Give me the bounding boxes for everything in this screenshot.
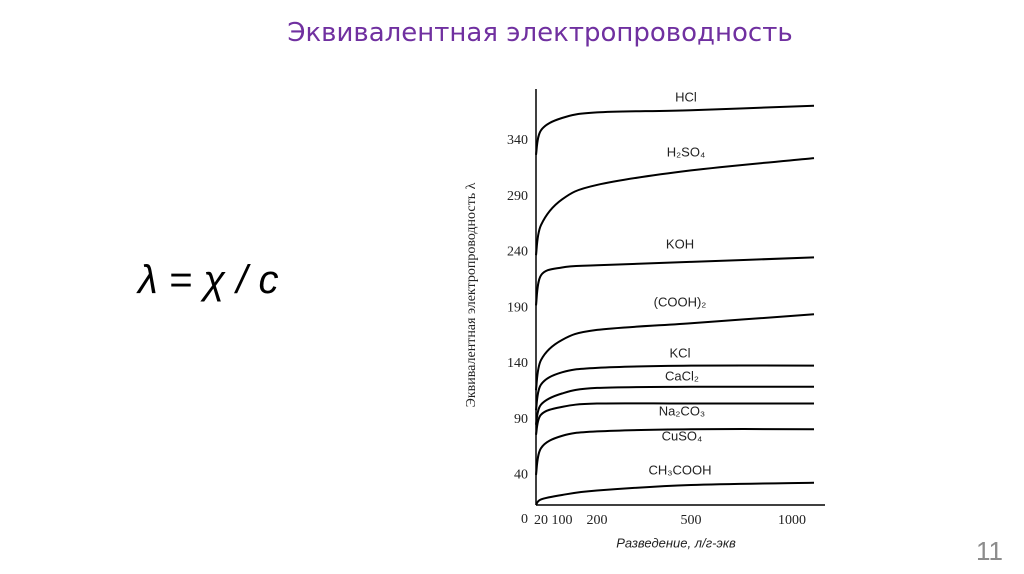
series-line — [535, 481, 815, 506]
x-tick-label: 20 — [534, 513, 548, 528]
x-tick-label: 500 — [681, 513, 702, 528]
series-line — [535, 104, 815, 156]
series-line — [535, 402, 814, 436]
y-axis-label: Эквивалентная электропроводность λ — [464, 182, 479, 407]
page-number: 11 — [976, 536, 1003, 566]
y-tick-label: 0 — [521, 512, 528, 527]
series-line — [535, 364, 815, 411]
series-line — [535, 313, 815, 391]
series-label: Na₂CO₃ — [659, 403, 705, 418]
series-line — [535, 256, 815, 306]
x-axis-label: Разведение, л/г-экв — [616, 535, 736, 550]
y-tick-label: 240 — [507, 245, 528, 260]
series-label: CuSO₄ — [662, 428, 703, 443]
x-tick-label: 1000 — [778, 513, 806, 528]
x-tick-label: 200 — [587, 513, 608, 528]
y-tick-label: 290 — [507, 189, 528, 204]
series-label: KCl — [670, 345, 691, 360]
series-label: (COOH)₂ — [654, 294, 707, 309]
series-label: H₂SO₄ — [667, 144, 706, 159]
y-tick-label: 190 — [507, 300, 528, 315]
y-tick-label: 40 — [514, 468, 528, 483]
x-tick-label: 100 — [552, 513, 573, 528]
slide-title: Эквивалентная электропроводность — [287, 18, 793, 48]
series-line — [535, 428, 815, 476]
series-label: HCl — [675, 89, 697, 104]
series-line — [535, 385, 815, 425]
y-tick-label: 340 — [507, 133, 528, 148]
series-label: CaCl₂ — [665, 368, 699, 383]
series-label: CH₃COOH — [648, 462, 711, 477]
series-label: KOH — [666, 236, 694, 251]
formula: λ = χ / c — [138, 258, 279, 302]
y-tick-label: 140 — [507, 356, 528, 371]
y-tick-label: 90 — [514, 412, 528, 427]
series-line — [535, 157, 815, 256]
